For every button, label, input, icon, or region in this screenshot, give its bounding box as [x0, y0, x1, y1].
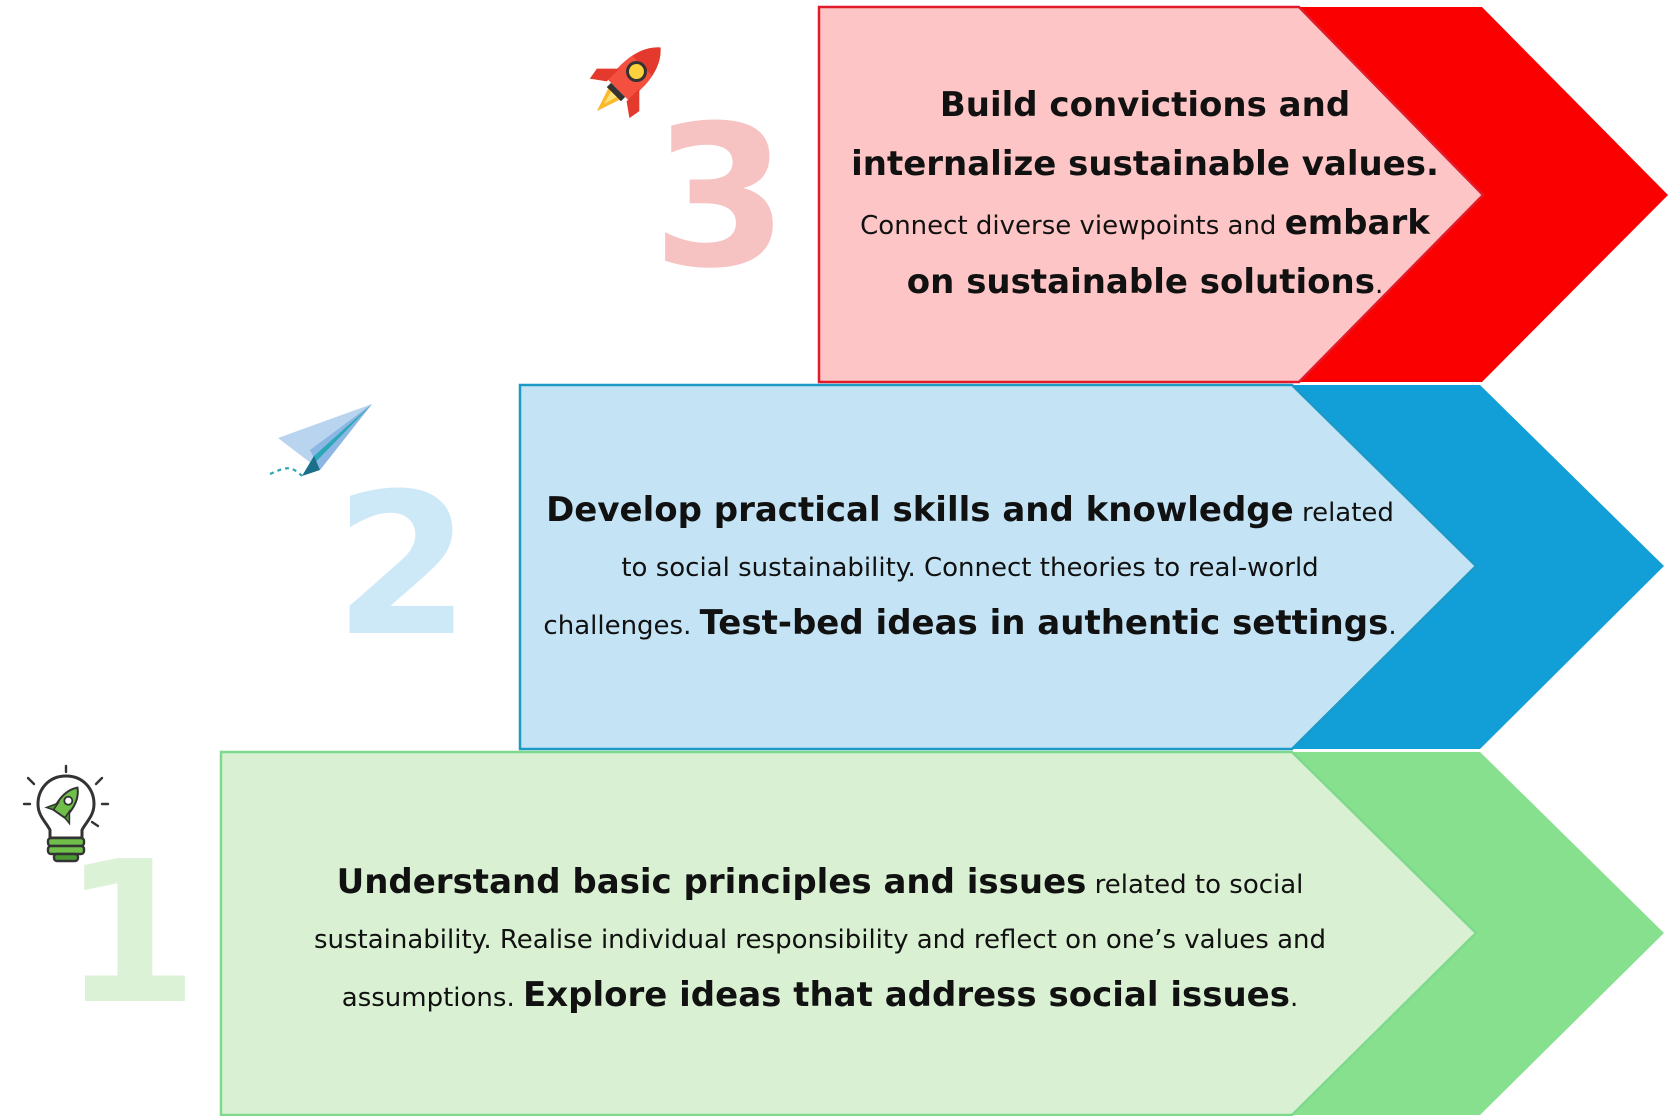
- step-1-regular-text: assumptions.: [341, 982, 523, 1013]
- step-3-regular-text: Connect diverse viewpoints and: [860, 211, 1285, 241]
- step-1-number: 1: [62, 820, 199, 1048]
- step-1-bold-text: Explore ideas that address social issues: [522, 974, 1290, 1015]
- step-2-line: Develop practical skills and knowledge r…: [530, 483, 1410, 541]
- step-3-arrow: [817, 5, 1668, 384]
- step-3-bold-text: Build convictions and: [939, 85, 1351, 125]
- step-1-text: Understand basic principles and issues r…: [240, 850, 1400, 1030]
- paper-plane-icon: [269, 404, 372, 477]
- rocket-icon: [589, 47, 661, 119]
- step-3-bold-text: on sustainable solutions: [906, 262, 1375, 302]
- step-1-line: sustainability. Realise individual respo…: [240, 913, 1400, 968]
- step-2-text: Develop practical skills and knowledge r…: [530, 478, 1410, 658]
- step-2-regular-text: related: [1293, 497, 1394, 528]
- step-2-line: challenges. Test-bed ideas in authentic …: [530, 596, 1410, 654]
- step-2-line: to social sustainability. Connect theori…: [530, 541, 1410, 596]
- step-2-number: 2: [334, 452, 471, 680]
- step-1-regular-text: sustainability. Realise individual respo…: [313, 924, 1327, 955]
- step-2-bold-text: Test-bed ideas in authentic settings: [699, 602, 1389, 643]
- step-2-bold-text: Develop practical skills and knowledge: [546, 489, 1294, 530]
- step-3-regular-text: .: [1374, 270, 1384, 300]
- step-1-bold-text: Understand basic principles and issues: [336, 861, 1087, 902]
- step-1-regular-text: related to social: [1086, 869, 1304, 900]
- step-3-line: on sustainable solutions.: [830, 254, 1460, 313]
- step-3-line: Build convictions and: [830, 77, 1460, 136]
- lightbulb-rocket-icon: [22, 764, 110, 863]
- step-2-regular-text: .: [1388, 610, 1397, 641]
- step-3-number: 3: [652, 84, 789, 312]
- step-1-box: [219, 750, 1478, 1116]
- step-3-text: Build convictions and internalize sustai…: [830, 80, 1460, 310]
- step-1-arrow: [219, 750, 1664, 1116]
- step-2-box: [518, 383, 1478, 751]
- step-3-bold-text: embark: [1284, 203, 1430, 243]
- step-2-regular-text: challenges.: [543, 610, 700, 641]
- step-3-box: [817, 5, 1485, 384]
- step-3-bold-text: internalize sustainable values.: [851, 144, 1439, 184]
- step-2-regular-text: to social sustainability. Connect theori…: [621, 552, 1319, 583]
- step-3-line: Connect diverse viewpoints and embark: [830, 195, 1460, 254]
- step-1-regular-text: .: [1289, 982, 1299, 1013]
- step-2-arrow: [518, 383, 1664, 751]
- step-1-line: assumptions. Explore ideas that address …: [240, 968, 1400, 1026]
- step-1-line: Understand basic principles and issues r…: [240, 855, 1400, 913]
- step-3-line: internalize sustainable values.: [830, 136, 1460, 195]
